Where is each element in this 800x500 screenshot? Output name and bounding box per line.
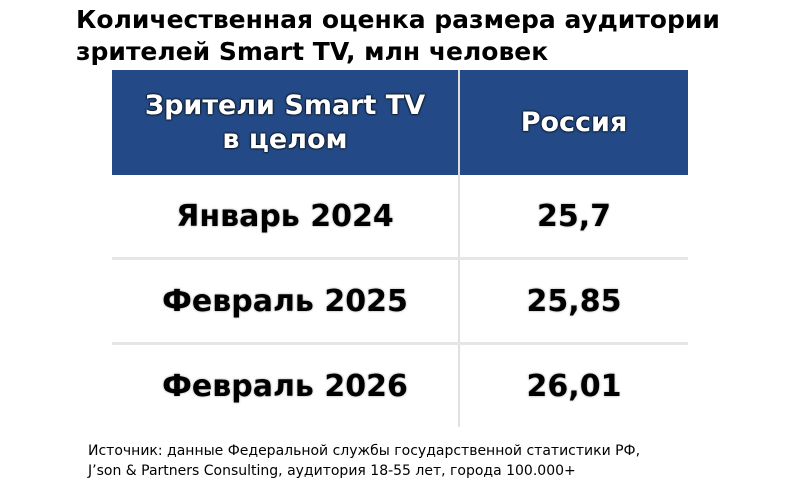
- data-table-container: Зрители Smart TV в целом Россия Январь 2…: [112, 70, 688, 427]
- row-value-cell: 25,7: [459, 175, 688, 259]
- table-header-row: Зрители Smart TV в целом Россия: [112, 70, 688, 175]
- table-row: Февраль 2026 26,01: [112, 342, 688, 427]
- row-period-cell: Февраль 2025: [112, 257, 460, 344]
- table-row: Январь 2024 25,7: [112, 175, 688, 259]
- chart-title-line-1: Количественная оценка размера аудитории: [76, 5, 720, 34]
- table-header: Зрители Smart TV в целом Россия: [112, 70, 688, 175]
- table-row: Февраль 2025 25,85: [112, 257, 688, 344]
- row-value-cell: 25,85: [459, 257, 688, 344]
- source-note-line-2: J’son & Partners Consulting, аудитория 1…: [88, 463, 576, 479]
- column-header-russia: Россия: [459, 70, 688, 175]
- row-period-cell: Февраль 2026: [112, 342, 460, 427]
- chart-title-line-2: зрителей Smart TV, млн человек: [76, 37, 549, 66]
- source-note: Источник: данные Федеральной службы госу…: [88, 441, 788, 481]
- chart-title: Количественная оценка размера аудитории …: [76, 4, 791, 68]
- row-period-cell: Январь 2024: [112, 175, 460, 259]
- column-header-audience-line-2: в целом: [222, 123, 348, 155]
- row-value-cell: 26,01: [459, 342, 688, 427]
- source-note-line-1: Источник: данные Федеральной службы госу…: [88, 443, 641, 459]
- data-table: Зрители Smart TV в целом Россия Январь 2…: [112, 70, 688, 427]
- column-header-audience: Зрители Smart TV в целом: [112, 70, 460, 175]
- column-header-audience-line-1: Зрители Smart TV: [144, 89, 426, 121]
- table-body: Январь 2024 25,7 Февраль 2025 25,85 Февр…: [112, 175, 688, 427]
